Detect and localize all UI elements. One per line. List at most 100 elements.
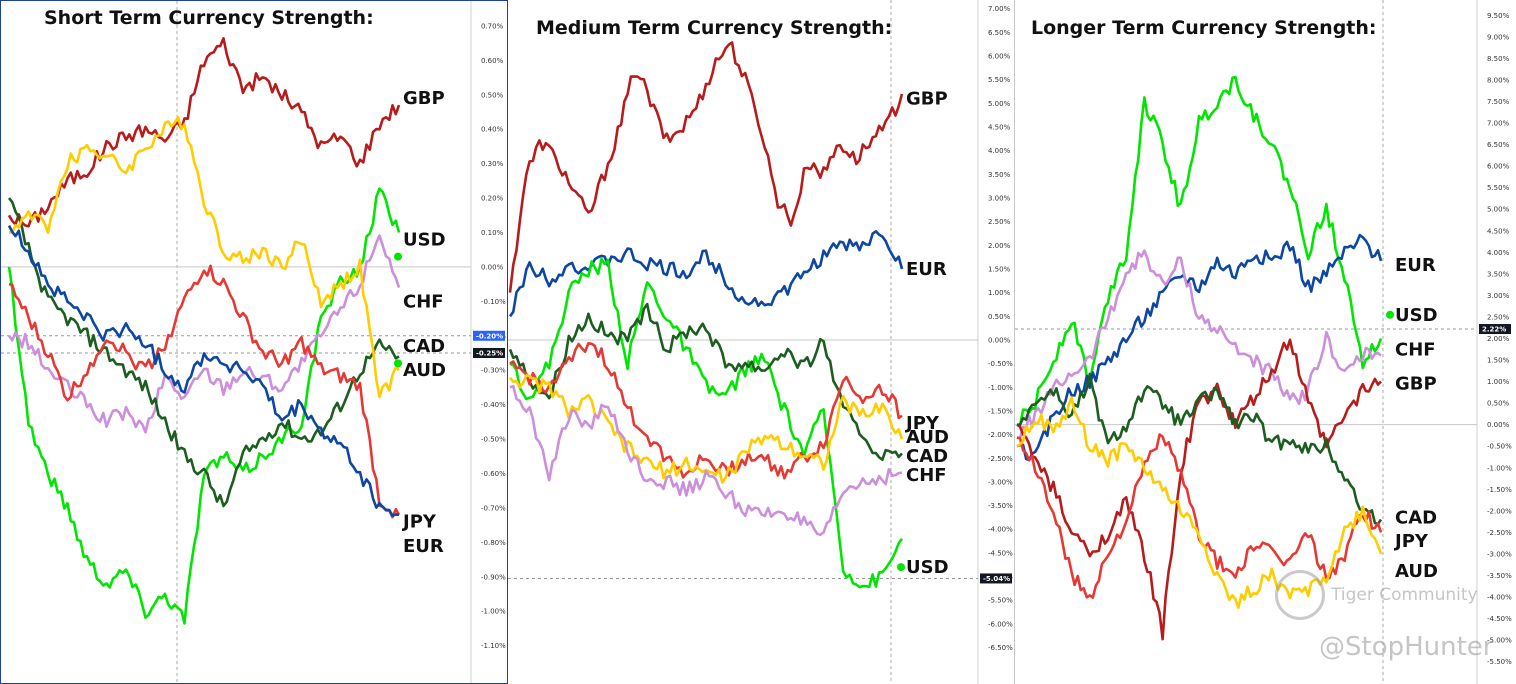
series-line-gbp	[508, 41, 904, 293]
y-tick-label: -1.50%	[1487, 486, 1512, 494]
series-label-aud: AUD	[906, 427, 949, 448]
series-label-aud: AUD	[403, 360, 446, 381]
y-tick-label: 5.50%	[988, 76, 1011, 84]
y-tick-label: 2.00%	[988, 242, 1011, 250]
series-label-chf: CHF	[403, 291, 444, 312]
y-tick-label: 0.60%	[481, 57, 504, 65]
price-badge-label: -0.25%	[476, 349, 503, 357]
y-tick-label: 0.00%	[481, 263, 504, 271]
y-tick-label: -1.00%	[988, 384, 1013, 392]
y-tick-label: 1.50%	[1487, 357, 1510, 365]
price-badge-label: -0.20%	[476, 332, 503, 340]
longer-term-title: Longer Term Currency Strength:	[1031, 17, 1377, 39]
y-tick-label: 3.50%	[1487, 270, 1510, 278]
y-tick-label: -6.00%	[988, 620, 1013, 628]
series-line-usd	[1016, 75, 1383, 428]
series-line-eur	[7, 224, 400, 518]
y-tick-label: -0.50%	[988, 360, 1013, 368]
series-dot-usd	[897, 563, 905, 572]
series-label-jpy: JPY	[401, 512, 437, 533]
y-tick-label: 3.50%	[988, 171, 1011, 179]
y-tick-label: 1.00%	[1487, 378, 1510, 386]
price-badge	[473, 347, 505, 358]
tiger-community-watermark: Tiger Community	[1275, 570, 1478, 620]
y-tick-label: 7.50%	[1487, 98, 1510, 106]
y-tick-label: -0.90%	[481, 573, 506, 581]
y-tick-label: -0.60%	[481, 470, 506, 478]
y-tick-label: 4.00%	[1487, 249, 1510, 257]
y-tick-label: -4.00%	[1487, 594, 1512, 602]
y-tick-label: 1.00%	[988, 289, 1011, 297]
y-tick-label: -2.00%	[1487, 507, 1512, 515]
series-line-aud	[9, 115, 400, 399]
y-tick-label: -1.00%	[1487, 464, 1512, 472]
series-dot-usd	[1386, 310, 1394, 319]
y-tick-label: 0.50%	[481, 91, 504, 99]
y-tick-label: 1.50%	[988, 265, 1011, 273]
series-label-chf: CHF	[906, 465, 947, 486]
series-label-usd: USD	[403, 229, 446, 250]
series-dot-aud	[394, 359, 402, 368]
series-line-usd	[7, 187, 401, 625]
y-tick-label: 8.50%	[1487, 55, 1510, 63]
y-tick-label: 0.20%	[481, 195, 504, 203]
y-tick-label: -3.50%	[988, 502, 1013, 510]
y-tick-label: 2.00%	[1487, 335, 1510, 343]
y-tick-label: -5.50%	[1487, 658, 1512, 666]
medium-term-panel: 7.00% 6.50% 6.00% 5.50% 5.00% 4.50% 4.00% 3.50%…	[508, 0, 1014, 684]
y-tick-label: -3.00%	[1487, 550, 1512, 558]
series-line-chf	[7, 234, 401, 434]
y-tick-label: 2.50%	[1487, 313, 1510, 321]
short-term-title: Short Term Currency Strength:	[44, 7, 374, 29]
price-badge	[1479, 324, 1511, 335]
stophunter-watermark: @StopHunter	[1319, 632, 1494, 662]
y-tick-label: -0.50%	[481, 436, 506, 444]
series-label-chf: CHF	[1395, 339, 1436, 360]
series-line-cad	[7, 197, 400, 508]
series-label-usd: USD	[906, 557, 949, 578]
y-tick-label: -2.00%	[988, 431, 1013, 439]
y-tick-label: -0.30%	[481, 367, 506, 375]
medium-term-title: Medium Term Currency Strength:	[536, 17, 893, 39]
series-label-eur: EUR	[906, 259, 947, 280]
y-tick-label: 6.50%	[988, 29, 1011, 37]
series-line-chf	[1016, 249, 1382, 440]
medium-term-chart: 7.00% 6.50% 6.00% 5.50% 5.00% 4.50% 4.00% 3.50%…	[508, 0, 1013, 684]
y-tick-label: 4.00%	[988, 147, 1011, 155]
y-tick-label: 6.00%	[988, 53, 1011, 61]
series-line-aud	[509, 374, 904, 484]
y-tick-label: 0.40%	[481, 126, 504, 134]
series-label-jpy: JPY	[904, 413, 940, 434]
y-tick-label: -4.50%	[1487, 615, 1512, 623]
y-tick-label: -2.50%	[988, 455, 1013, 463]
y-tick-label: -4.00%	[988, 526, 1013, 534]
short-term-panel: 0.70% 0.60% 0.50% 0.40% 0.30% 0.20% 0.10% 0.00%…	[0, 0, 508, 684]
y-tick-label: 0.10%	[481, 229, 504, 237]
series-label-usd: USD	[1395, 305, 1438, 326]
y-tick-label: -0.40%	[481, 401, 506, 409]
y-tick-label: -0.80%	[481, 539, 506, 547]
y-tick-label: -0.10%	[481, 298, 506, 306]
longer-term-chart: 9.50% 9.00% 8.50% 8.00% 7.50% 7.00% 6.50% 6.00%…	[1015, 0, 1512, 684]
price-badge-label: -5.04%	[983, 575, 1010, 583]
y-tick-label: 0.70%	[481, 22, 504, 30]
series-line-jpy	[8, 264, 401, 519]
y-tick-label: -2.50%	[1487, 529, 1512, 537]
y-tick-label: 0.30%	[481, 160, 504, 168]
series-label-cad: CAD	[906, 446, 948, 467]
series-line-gbp	[1016, 338, 1382, 641]
series-label-eur: EUR	[1395, 255, 1436, 276]
series-line-usd	[509, 257, 904, 589]
y-tick-label: 0.00%	[988, 336, 1011, 344]
y-tick-label: -1.10%	[481, 642, 506, 650]
series-label-gbp: GBP	[1395, 374, 1437, 395]
series-label-jpy: JPY	[1393, 531, 1429, 552]
series-label-aud: AUD	[1395, 561, 1438, 582]
y-tick-label: 6.50%	[1487, 141, 1510, 149]
series-label-cad: CAD	[403, 336, 445, 357]
y-tick-label: 5.00%	[988, 100, 1011, 108]
price-badge	[473, 330, 505, 341]
y-tick-label: 5.50%	[1487, 184, 1510, 192]
y-tick-label: -0.50%	[1487, 443, 1512, 451]
series-label-gbp: GBP	[403, 88, 445, 109]
